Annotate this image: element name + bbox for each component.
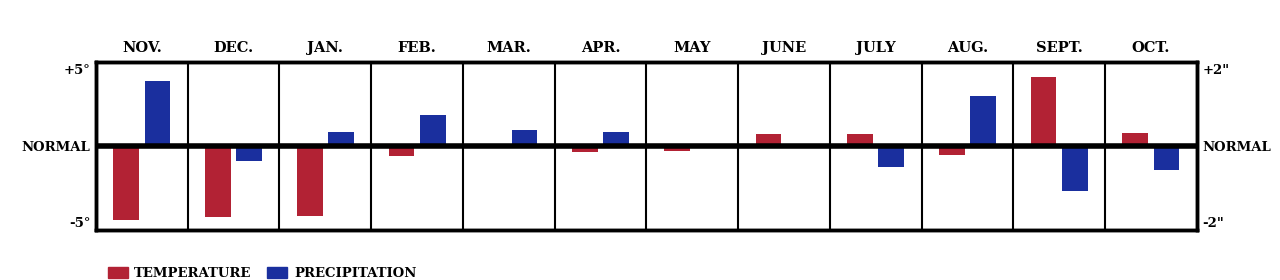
Bar	[940, 146, 965, 155]
Bar	[237, 146, 262, 161]
Bar	[389, 146, 415, 156]
Bar	[145, 81, 170, 146]
Bar	[847, 134, 873, 146]
Bar	[970, 96, 996, 146]
Bar	[1153, 146, 1179, 171]
Bar	[1123, 133, 1148, 146]
Bar	[114, 146, 140, 220]
Bar	[1062, 146, 1088, 192]
Bar	[512, 130, 538, 146]
Legend: TEMPERATURE, PRECIPITATION: TEMPERATURE, PRECIPITATION	[102, 262, 421, 280]
Bar	[603, 132, 628, 146]
Bar	[572, 146, 598, 152]
Bar	[755, 134, 781, 146]
Bar	[878, 146, 904, 167]
Bar	[420, 115, 445, 146]
Bar	[297, 146, 323, 216]
Bar	[1030, 77, 1056, 146]
Bar	[328, 132, 353, 146]
Bar	[205, 146, 230, 217]
Bar	[664, 146, 690, 151]
